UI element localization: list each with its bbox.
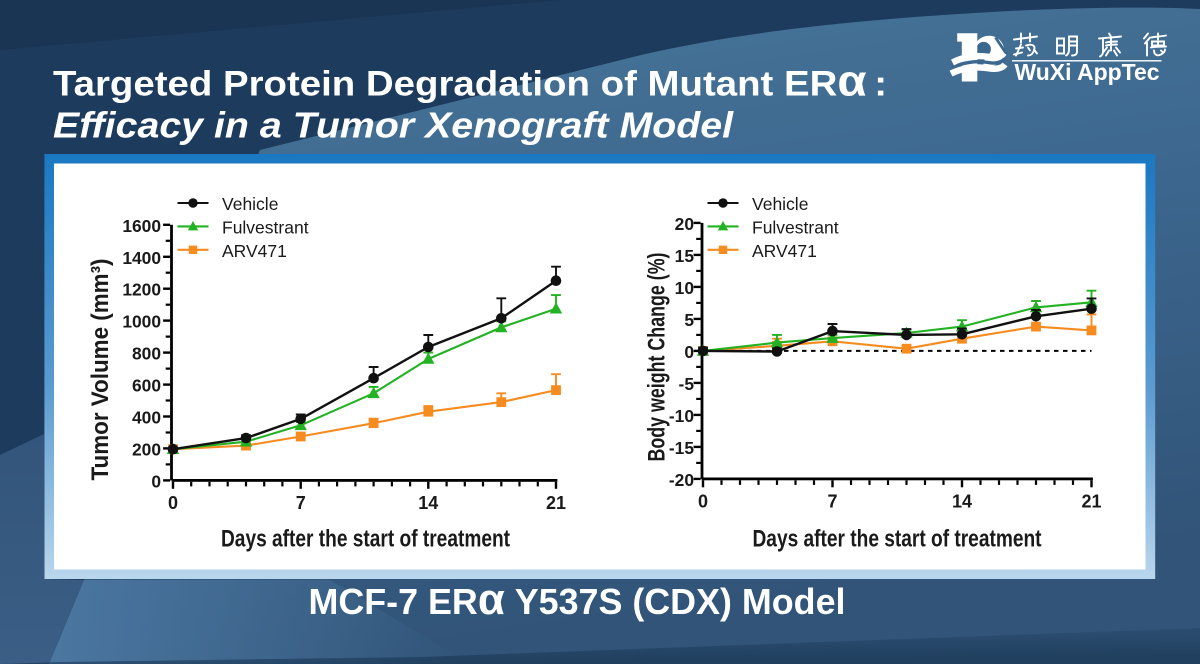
svg-text:1200: 1200 [122, 280, 161, 300]
svg-text:WuXi AppTec: WuXi AppTec [1015, 59, 1160, 85]
svg-text:Targeted Protein Degradation o: Targeted Protein Degradation of Mutant E… [53, 57, 887, 106]
svg-text:-20: -20 [669, 470, 694, 490]
svg-text:5: 5 [684, 310, 694, 330]
svg-text:Vehicle: Vehicle [222, 194, 278, 214]
svg-text:7: 7 [827, 491, 837, 511]
svg-text:0: 0 [684, 342, 694, 362]
svg-text:21: 21 [546, 493, 566, 513]
svg-text:0: 0 [151, 471, 161, 491]
svg-text:0: 0 [168, 493, 178, 513]
svg-text:14: 14 [418, 493, 438, 513]
svg-text:21: 21 [1081, 491, 1101, 511]
svg-text:Tumor Volume (mm³): Tumor Volume (mm³) [87, 259, 114, 481]
svg-text:Fulvestrant: Fulvestrant [752, 217, 839, 237]
svg-text:-5: -5 [679, 374, 695, 394]
svg-text:600: 600 [132, 376, 161, 396]
svg-text:7: 7 [296, 493, 306, 513]
svg-text:14: 14 [952, 491, 972, 511]
svg-text:20: 20 [675, 214, 694, 234]
svg-text:ARV471: ARV471 [222, 241, 287, 261]
svg-text:MCF-7 ERα Y537S (CDX) Model: MCF-7 ERα Y537S (CDX) Model [309, 575, 846, 624]
svg-text:Efficacy in a Tumor Xenograft: Efficacy in a Tumor Xenograft Model [53, 105, 734, 146]
svg-text:Days after the start of treatm: Days after the start of treatment [753, 526, 1042, 553]
svg-text:1000: 1000 [122, 312, 161, 332]
svg-text:15: 15 [675, 246, 695, 266]
svg-text:0: 0 [698, 491, 708, 511]
svg-text:Days after the start of treatm: Days after the start of treatment [221, 526, 510, 553]
svg-text:400: 400 [132, 408, 161, 428]
svg-text:1600: 1600 [122, 216, 161, 236]
svg-text:Fulvestrant: Fulvestrant [222, 217, 309, 237]
svg-text:Vehicle: Vehicle [752, 194, 808, 214]
svg-text:-10: -10 [669, 406, 694, 426]
svg-text:ARV471: ARV471 [752, 241, 817, 261]
svg-text:Body weight Change (%): Body weight Change (%) [644, 253, 671, 462]
svg-text:800: 800 [132, 344, 161, 364]
svg-text:200: 200 [132, 439, 161, 459]
svg-text:1400: 1400 [122, 248, 161, 268]
svg-text:-15: -15 [669, 438, 694, 458]
svg-text:10: 10 [675, 278, 694, 298]
